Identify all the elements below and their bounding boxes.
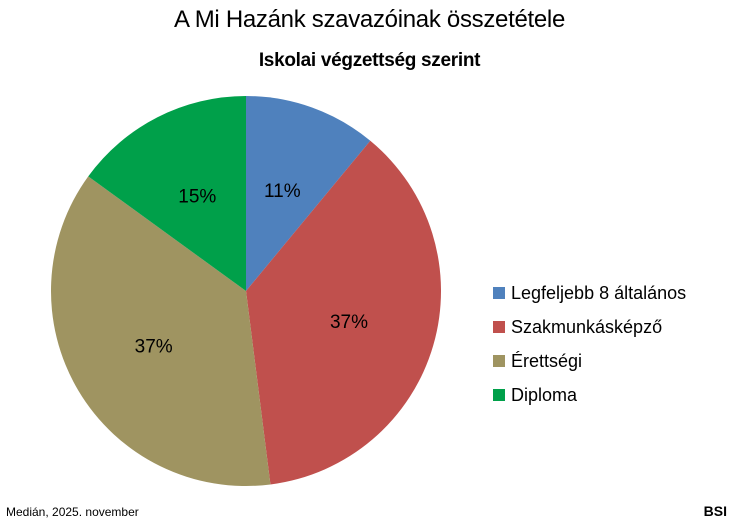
pie-slice — [88, 95, 246, 291]
legend-label: Szakmunkásképző — [511, 316, 663, 337]
slice-label: 15% — [178, 186, 216, 207]
legend-swatch — [493, 355, 505, 367]
legend-item: Diploma — [493, 378, 686, 412]
legend-item: Érettségi — [493, 344, 686, 378]
legend-swatch — [493, 321, 505, 333]
legend-item: Szakmunkásképző — [493, 310, 686, 344]
brand-logo: BSI — [703, 503, 727, 519]
legend: Legfeljebb 8 általános Szakmunkásképző É… — [493, 276, 686, 412]
legend-label: Érettségi — [511, 350, 583, 371]
legend-label: Legfeljebb 8 általános — [511, 282, 687, 303]
pie-slice — [50, 176, 271, 486]
legend-swatch — [493, 287, 505, 299]
slice-label: 11% — [264, 181, 301, 202]
source-note: Medián, 2025. november — [6, 505, 139, 519]
chart-subtitle: Iskolai végzettség szerint — [258, 50, 481, 71]
legend-label: Diploma — [511, 384, 578, 405]
legend-item: Legfeljebb 8 általános — [493, 276, 686, 310]
slice-label: 37% — [330, 312, 368, 333]
pie-slice — [246, 140, 442, 485]
legend-swatch — [493, 389, 505, 401]
pie-slice — [246, 96, 371, 291]
chart-title: A Mi Hazánk szavazóinak összetétele — [173, 6, 566, 33]
slice-label: 37% — [135, 337, 173, 358]
